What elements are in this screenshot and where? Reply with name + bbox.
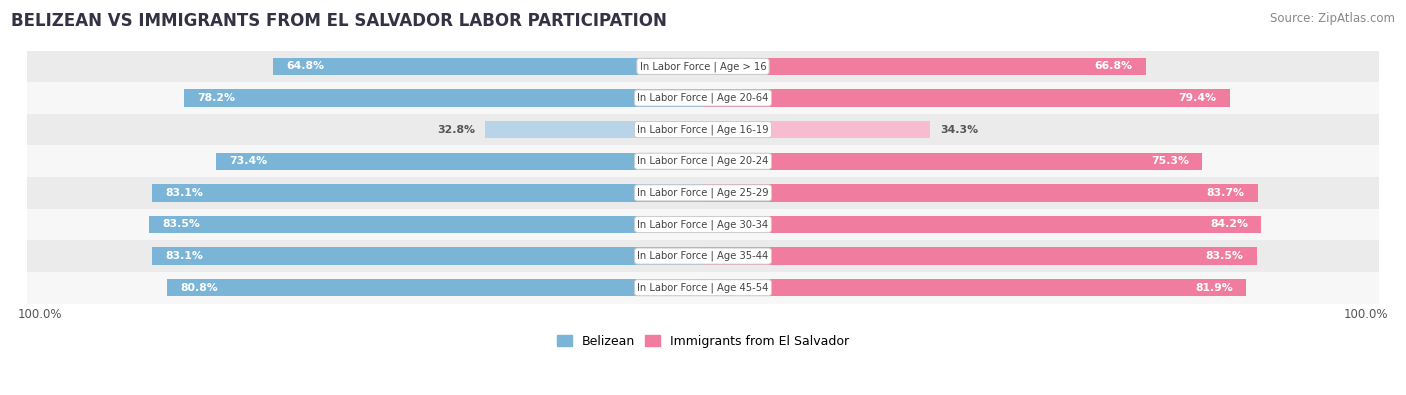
Text: 84.2%: 84.2% xyxy=(1211,220,1249,229)
Text: In Labor Force | Age > 16: In Labor Force | Age > 16 xyxy=(640,61,766,71)
Text: 83.1%: 83.1% xyxy=(165,188,202,198)
Text: 80.8%: 80.8% xyxy=(180,283,218,293)
Bar xyxy=(27,240,1379,272)
Text: In Labor Force | Age 35-44: In Labor Force | Age 35-44 xyxy=(637,251,769,261)
Bar xyxy=(152,247,703,265)
Bar xyxy=(703,89,1230,107)
Bar xyxy=(27,145,1379,177)
Text: 79.4%: 79.4% xyxy=(1178,93,1216,103)
Text: 81.9%: 81.9% xyxy=(1195,283,1233,293)
Bar xyxy=(273,58,703,75)
Text: 83.5%: 83.5% xyxy=(163,220,201,229)
Legend: Belizean, Immigrants from El Salvador: Belizean, Immigrants from El Salvador xyxy=(551,330,855,353)
Text: Source: ZipAtlas.com: Source: ZipAtlas.com xyxy=(1270,12,1395,25)
Bar xyxy=(152,184,703,201)
Text: 75.3%: 75.3% xyxy=(1152,156,1189,166)
Text: In Labor Force | Age 16-19: In Labor Force | Age 16-19 xyxy=(637,124,769,135)
Bar xyxy=(27,209,1379,240)
Text: 83.5%: 83.5% xyxy=(1205,251,1243,261)
Bar xyxy=(703,121,931,138)
Text: BELIZEAN VS IMMIGRANTS FROM EL SALVADOR LABOR PARTICIPATION: BELIZEAN VS IMMIGRANTS FROM EL SALVADOR … xyxy=(11,12,666,30)
Text: 73.4%: 73.4% xyxy=(229,156,267,166)
Bar xyxy=(703,152,1202,170)
Text: In Labor Force | Age 25-29: In Labor Force | Age 25-29 xyxy=(637,188,769,198)
Bar xyxy=(485,121,703,138)
Bar xyxy=(167,279,703,296)
Bar xyxy=(27,114,1379,145)
Bar xyxy=(27,177,1379,209)
Bar xyxy=(703,58,1146,75)
Bar xyxy=(27,51,1379,82)
Bar xyxy=(27,272,1379,303)
Bar xyxy=(217,152,703,170)
Text: In Labor Force | Age 45-54: In Labor Force | Age 45-54 xyxy=(637,282,769,293)
Bar xyxy=(184,89,703,107)
Bar xyxy=(27,82,1379,114)
Text: In Labor Force | Age 20-64: In Labor Force | Age 20-64 xyxy=(637,93,769,103)
Bar xyxy=(703,216,1261,233)
Bar xyxy=(703,247,1257,265)
Text: 78.2%: 78.2% xyxy=(198,93,236,103)
Text: In Labor Force | Age 20-24: In Labor Force | Age 20-24 xyxy=(637,156,769,166)
Text: 32.8%: 32.8% xyxy=(437,124,475,135)
Bar xyxy=(703,279,1246,296)
Text: 34.3%: 34.3% xyxy=(941,124,979,135)
Bar xyxy=(703,184,1258,201)
Text: 64.8%: 64.8% xyxy=(287,61,325,71)
Text: 66.8%: 66.8% xyxy=(1095,61,1133,71)
Bar xyxy=(149,216,703,233)
Text: 83.7%: 83.7% xyxy=(1206,188,1244,198)
Text: 83.1%: 83.1% xyxy=(165,251,202,261)
Text: In Labor Force | Age 30-34: In Labor Force | Age 30-34 xyxy=(637,219,769,230)
